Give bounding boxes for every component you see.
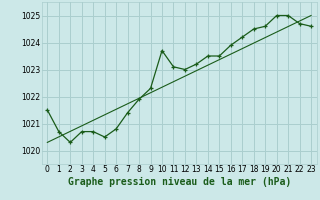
X-axis label: Graphe pression niveau de la mer (hPa): Graphe pression niveau de la mer (hPa) bbox=[68, 177, 291, 187]
